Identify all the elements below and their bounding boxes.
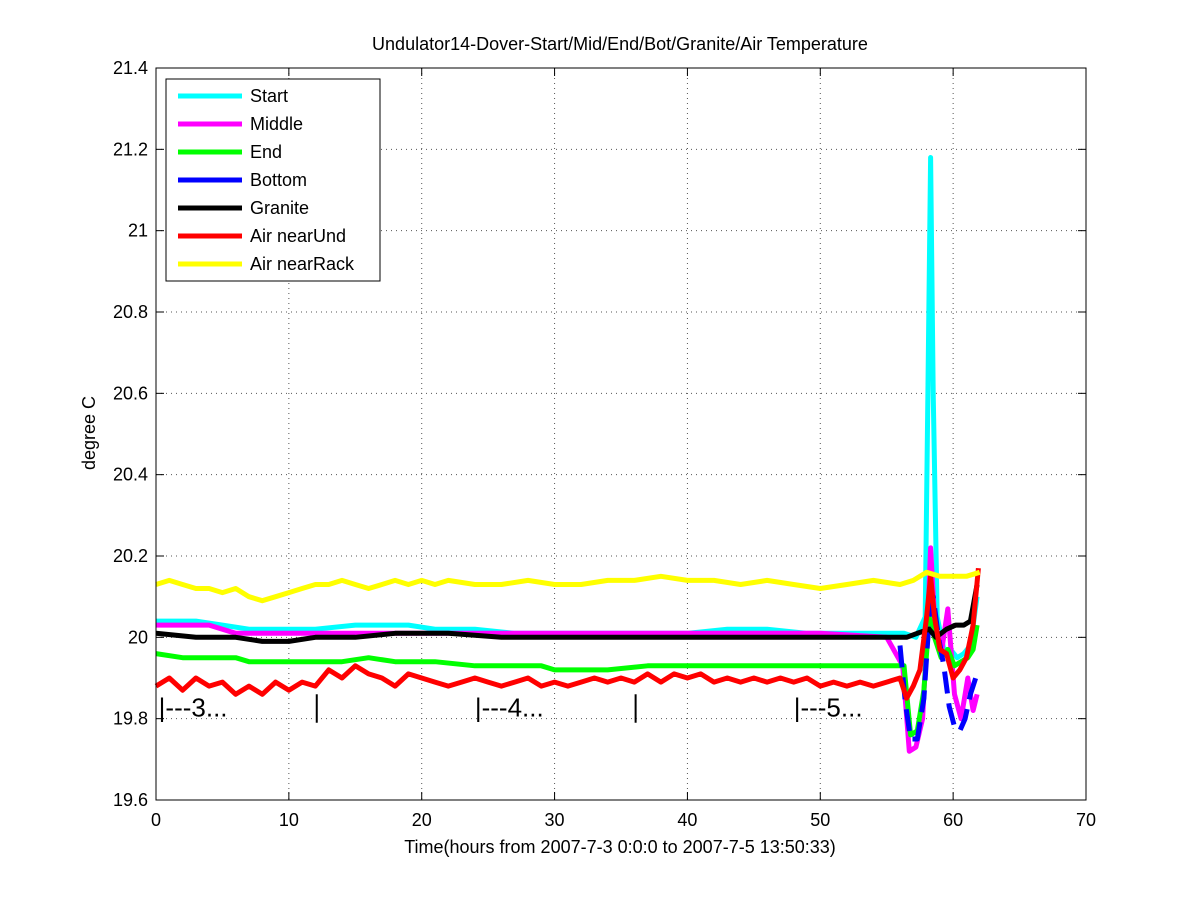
legend-label: Start	[250, 86, 288, 106]
x-tick-label: 10	[279, 810, 299, 830]
x-tick-label: 70	[1076, 810, 1096, 830]
legend-label: End	[250, 142, 282, 162]
x-axis-label: Time(hours from 2007-7-3 0:0:0 to 2007-7…	[404, 837, 836, 857]
y-tick-label: 20.6	[113, 383, 148, 403]
legend-label: Air nearRack	[250, 254, 355, 274]
day-annotation: |---3...	[159, 692, 228, 722]
y-tick-label: 20.2	[113, 546, 148, 566]
series-line-air-nearrack	[155, 569, 981, 604]
day-annotation: |---5...	[794, 692, 863, 722]
y-axis-label: degree C	[79, 396, 99, 470]
x-tick-label: 20	[412, 810, 432, 830]
legend-label: Bottom	[250, 170, 307, 190]
legend-label: Air nearUnd	[250, 226, 346, 246]
legend-label: Middle	[250, 114, 303, 134]
chart-title: Undulator14-Dover-Start/Mid/End/Bot/Gran…	[372, 34, 868, 54]
series-line-granite	[155, 584, 980, 644]
y-tick-label: 19.8	[113, 709, 148, 729]
legend-label: Granite	[250, 198, 309, 218]
x-tick-label: 30	[545, 810, 565, 830]
y-tick-label: 19.6	[113, 790, 148, 810]
y-tick-label: 21.4	[113, 58, 148, 78]
x-axis: 0 10 20 30 40 50 60 70	[151, 68, 1096, 830]
legend: Start Middle End Bottom Granite Air nearUnd Ai…	[165, 78, 381, 282]
plot-area	[154, 155, 981, 754]
series-line-air-nearund	[154, 567, 981, 701]
y-tick-label: 21	[128, 221, 148, 241]
x-tick-label: 0	[151, 810, 161, 830]
annotations: |---3... |---4... |---5...	[159, 692, 863, 723]
day-annotation: |---4...	[475, 692, 544, 722]
y-tick-label: 20	[128, 627, 148, 647]
x-tick-label: 40	[677, 810, 697, 830]
x-tick-label: 50	[810, 810, 830, 830]
x-tick-label: 60	[943, 810, 963, 830]
axes-box	[155, 67, 1087, 801]
y-tick-label: 20.8	[113, 302, 148, 322]
y-tick-label: 20.4	[113, 465, 148, 485]
y-axis: 19.6 19.8 20 20.2 20.4 20.6 20.8 21 21.2 21.4	[113, 58, 1086, 810]
y-tick-label: 21.2	[113, 139, 148, 159]
